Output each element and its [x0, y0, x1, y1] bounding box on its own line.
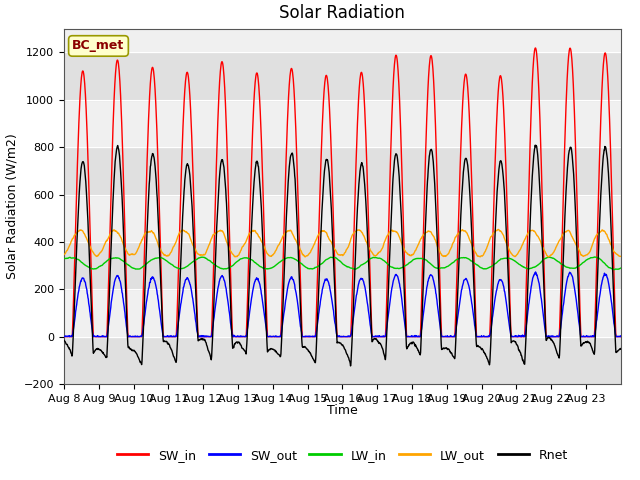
Title: Solar Radiation: Solar Radiation	[280, 4, 405, 22]
SW_out	[532, 269, 540, 275]
Rnet	[617, 346, 625, 352]
Bar	[64, 5, 621, 52]
SW_out	[556, 329, 564, 335]
Rnet	[317, 225, 325, 230]
Bar	[64, 242, 621, 289]
SW_out	[317, 291, 325, 297]
SW_in	[474, 334, 481, 339]
Bar	[64, 336, 621, 384]
Bar	[64, 289, 621, 336]
Rnet	[147, 158, 155, 164]
Rnet	[328, 214, 335, 220]
LW_out	[556, 237, 564, 243]
Bar	[64, 194, 621, 242]
LW_in	[317, 261, 325, 267]
LW_out	[328, 241, 336, 247]
SW_out	[611, 322, 618, 328]
LW_in	[60, 255, 68, 261]
LW_in	[610, 267, 618, 273]
LW_out	[317, 228, 325, 234]
SW_out	[60, 334, 68, 339]
LW_out	[617, 253, 625, 259]
Rnet	[474, 343, 482, 348]
Line: LW_out: LW_out	[64, 229, 621, 257]
SW_in	[147, 72, 155, 77]
Rnet	[611, 312, 618, 318]
SW_out	[617, 333, 625, 339]
SW_in	[532, 45, 540, 51]
SW_in	[617, 334, 625, 339]
LW_out	[301, 254, 309, 260]
Line: LW_in: LW_in	[64, 257, 621, 270]
LW_in	[147, 257, 155, 263]
Rnet	[347, 363, 355, 369]
Bar	[64, 147, 621, 194]
Line: SW_out: SW_out	[64, 272, 621, 336]
LW_in	[474, 262, 481, 268]
LW_in	[591, 254, 598, 260]
Rnet	[60, 337, 68, 343]
SW_in	[328, 162, 335, 168]
Legend: SW_in, SW_out, LW_in, LW_out, Rnet: SW_in, SW_out, LW_in, LW_out, Rnet	[112, 444, 573, 467]
SW_in	[60, 334, 68, 339]
LW_in	[611, 267, 618, 273]
SW_in	[317, 152, 325, 158]
Bar	[64, 100, 621, 147]
Text: BC_met: BC_met	[72, 39, 125, 52]
SW_out	[61, 334, 68, 339]
LW_out	[611, 249, 618, 255]
LW_in	[556, 259, 563, 265]
SW_out	[474, 334, 482, 339]
X-axis label: Time: Time	[327, 404, 358, 417]
Rnet	[531, 143, 539, 148]
SW_out	[328, 299, 336, 304]
SW_in	[556, 329, 563, 335]
Line: Rnet: Rnet	[64, 145, 621, 366]
Bar	[64, 52, 621, 100]
SW_in	[610, 270, 618, 276]
LW_in	[617, 265, 625, 271]
Rnet	[556, 346, 564, 351]
Line: SW_in: SW_in	[64, 48, 621, 336]
LW_in	[328, 254, 335, 260]
LW_out	[474, 253, 482, 259]
Y-axis label: Solar Radiation (W/m2): Solar Radiation (W/m2)	[5, 133, 18, 279]
LW_out	[494, 227, 502, 232]
SW_out	[148, 276, 156, 282]
LW_out	[60, 252, 68, 257]
LW_out	[147, 228, 155, 234]
